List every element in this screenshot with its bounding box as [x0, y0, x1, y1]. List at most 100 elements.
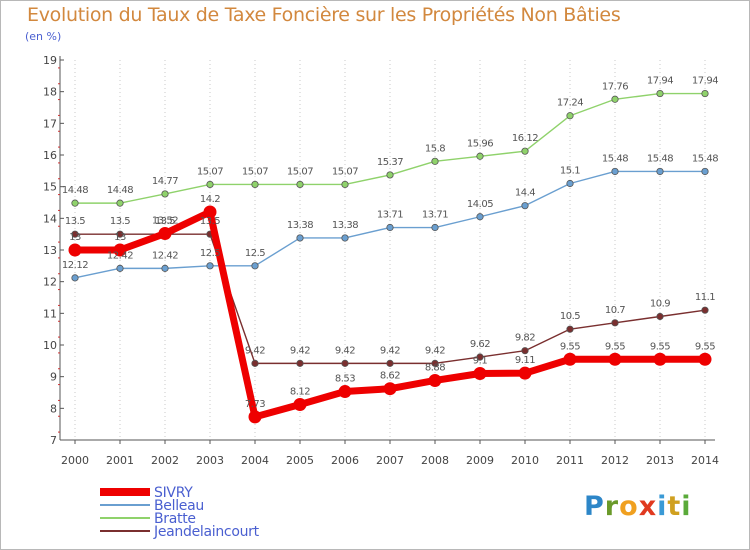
logo-letter: r	[604, 491, 620, 522]
legend-label: Belleau	[154, 498, 204, 514]
data-label: 13.5	[65, 216, 85, 227]
data-point	[386, 223, 394, 232]
data-label: 9.42	[380, 345, 400, 356]
data-label: 15.07	[287, 166, 313, 177]
data-point	[566, 112, 574, 120]
data-point	[608, 352, 622, 366]
data-point	[386, 359, 394, 367]
data-label: 15.07	[197, 166, 223, 177]
data-label: 9.55	[560, 341, 580, 352]
data-point	[701, 306, 709, 314]
x-tick-label: 2006	[331, 454, 359, 467]
y-tick-label: 14	[43, 212, 57, 225]
data-label: 15.07	[332, 166, 358, 177]
data-point	[611, 95, 619, 103]
data-point	[296, 359, 304, 367]
data-label: 17.94	[692, 76, 718, 87]
data-point	[701, 89, 709, 98]
y-tick-label: 15	[43, 181, 57, 194]
data-label: 14.48	[62, 185, 88, 196]
chart-title: Evolution du Taux de Taxe Foncière sur l…	[27, 4, 621, 26]
data-point	[293, 398, 307, 412]
x-tick-label: 2008	[421, 454, 449, 467]
data-label: 8.12	[290, 387, 310, 398]
data-point	[563, 352, 577, 366]
logo-letter: t	[667, 491, 682, 522]
data-point	[431, 359, 439, 367]
y-tick-label: 10	[43, 339, 57, 352]
data-point	[521, 202, 529, 210]
data-label: 13.52	[152, 216, 178, 227]
legend-label: SIVRY	[154, 485, 193, 501]
data-label: 14.05	[467, 199, 493, 210]
data-point	[296, 234, 304, 242]
y-tick-label: 17	[43, 117, 57, 130]
logo-letter: o	[619, 491, 639, 522]
x-tick-label: 2011	[556, 454, 584, 467]
data-point	[656, 89, 664, 98]
legend-label: Bratte	[154, 511, 196, 527]
data-point	[161, 190, 169, 198]
data-label: 14.48	[107, 185, 133, 196]
data-label: 9.82	[515, 333, 535, 344]
data-point	[203, 205, 217, 219]
y-tick-label: 9	[50, 371, 57, 384]
x-tick-label: 2002	[151, 454, 179, 467]
data-label: 16.12	[512, 133, 538, 144]
data-point	[521, 147, 529, 155]
data-point	[521, 347, 529, 355]
data-label: 15.1	[560, 166, 580, 177]
data-label: 15.48	[692, 153, 718, 164]
data-point	[71, 199, 79, 207]
data-label: 15.37	[377, 157, 403, 168]
data-label: 14.77	[152, 176, 178, 187]
y-tick-label: 18	[43, 86, 57, 99]
data-label: 12.42	[152, 250, 178, 261]
data-label: 9.55	[650, 341, 670, 352]
data-label: 9.55	[605, 341, 625, 352]
y-tick-label: 11	[43, 307, 57, 320]
data-label: 9.42	[245, 345, 265, 356]
data-point	[71, 230, 79, 238]
data-point	[116, 230, 124, 238]
x-tick-label: 2004	[241, 454, 269, 467]
data-label: 15.48	[647, 153, 673, 164]
legend-label: Jeandelaincourt	[153, 524, 260, 540]
data-label: 9.1	[473, 356, 488, 367]
x-tick-label: 2007	[376, 454, 404, 467]
data-point	[473, 367, 487, 380]
data-label: 9.42	[290, 345, 310, 356]
data-label: 9.42	[425, 345, 445, 356]
data-label: 10.5	[560, 311, 580, 322]
data-point	[161, 264, 169, 272]
x-tick-label: 2003	[196, 454, 224, 467]
proxiti-logo: Proxiti	[584, 491, 692, 522]
data-label: 14.2	[200, 194, 220, 205]
data-point	[386, 171, 394, 179]
data-label: 17.24	[557, 98, 583, 109]
data-point	[116, 199, 124, 207]
x-tick-label: 2001	[106, 454, 134, 467]
data-label: 13.38	[332, 220, 358, 231]
data-label: 13.5	[200, 216, 220, 227]
y-tick-label: 19	[43, 54, 57, 67]
data-label: 7.73	[245, 399, 265, 410]
data-point	[656, 167, 664, 176]
data-label: 12.12	[62, 260, 88, 271]
data-point	[338, 385, 352, 399]
y-tick-label: 16	[43, 149, 57, 162]
data-label: 13	[69, 232, 81, 243]
data-point	[341, 180, 349, 189]
data-label: 12.5	[200, 248, 220, 259]
data-point	[476, 152, 484, 160]
data-label: 13.5	[110, 216, 130, 227]
data-label: 12.42	[107, 250, 133, 261]
data-point	[653, 352, 667, 366]
logo-letter: x	[638, 491, 658, 522]
data-point	[71, 274, 79, 282]
data-label: 13.71	[422, 210, 448, 221]
logo-letter: P	[584, 491, 605, 522]
data-point	[251, 359, 259, 367]
data-label: 17.76	[602, 81, 628, 92]
